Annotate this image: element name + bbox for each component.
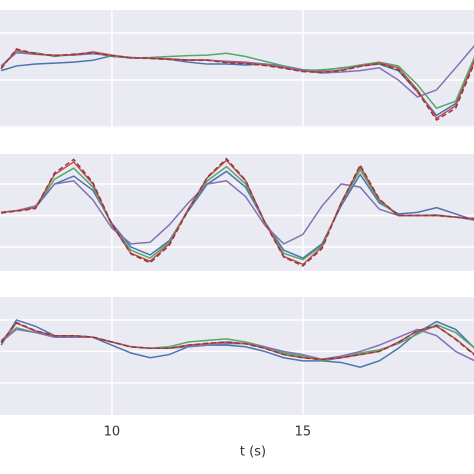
plot-area	[0, 297, 474, 415]
x-tick-label: 10	[104, 425, 121, 440]
data-line	[0, 321, 474, 361]
data-line	[1, 157, 474, 267]
x-axis-label: t (s)	[240, 445, 266, 460]
data-line	[0, 49, 474, 120]
x-tick-label: 15	[295, 425, 312, 440]
plot-background	[0, 10, 474, 128]
plot-area	[0, 10, 474, 128]
data-line	[0, 54, 474, 117]
plot-area	[0, 154, 474, 271]
data-line	[1, 180, 474, 245]
plot-background	[0, 297, 474, 415]
